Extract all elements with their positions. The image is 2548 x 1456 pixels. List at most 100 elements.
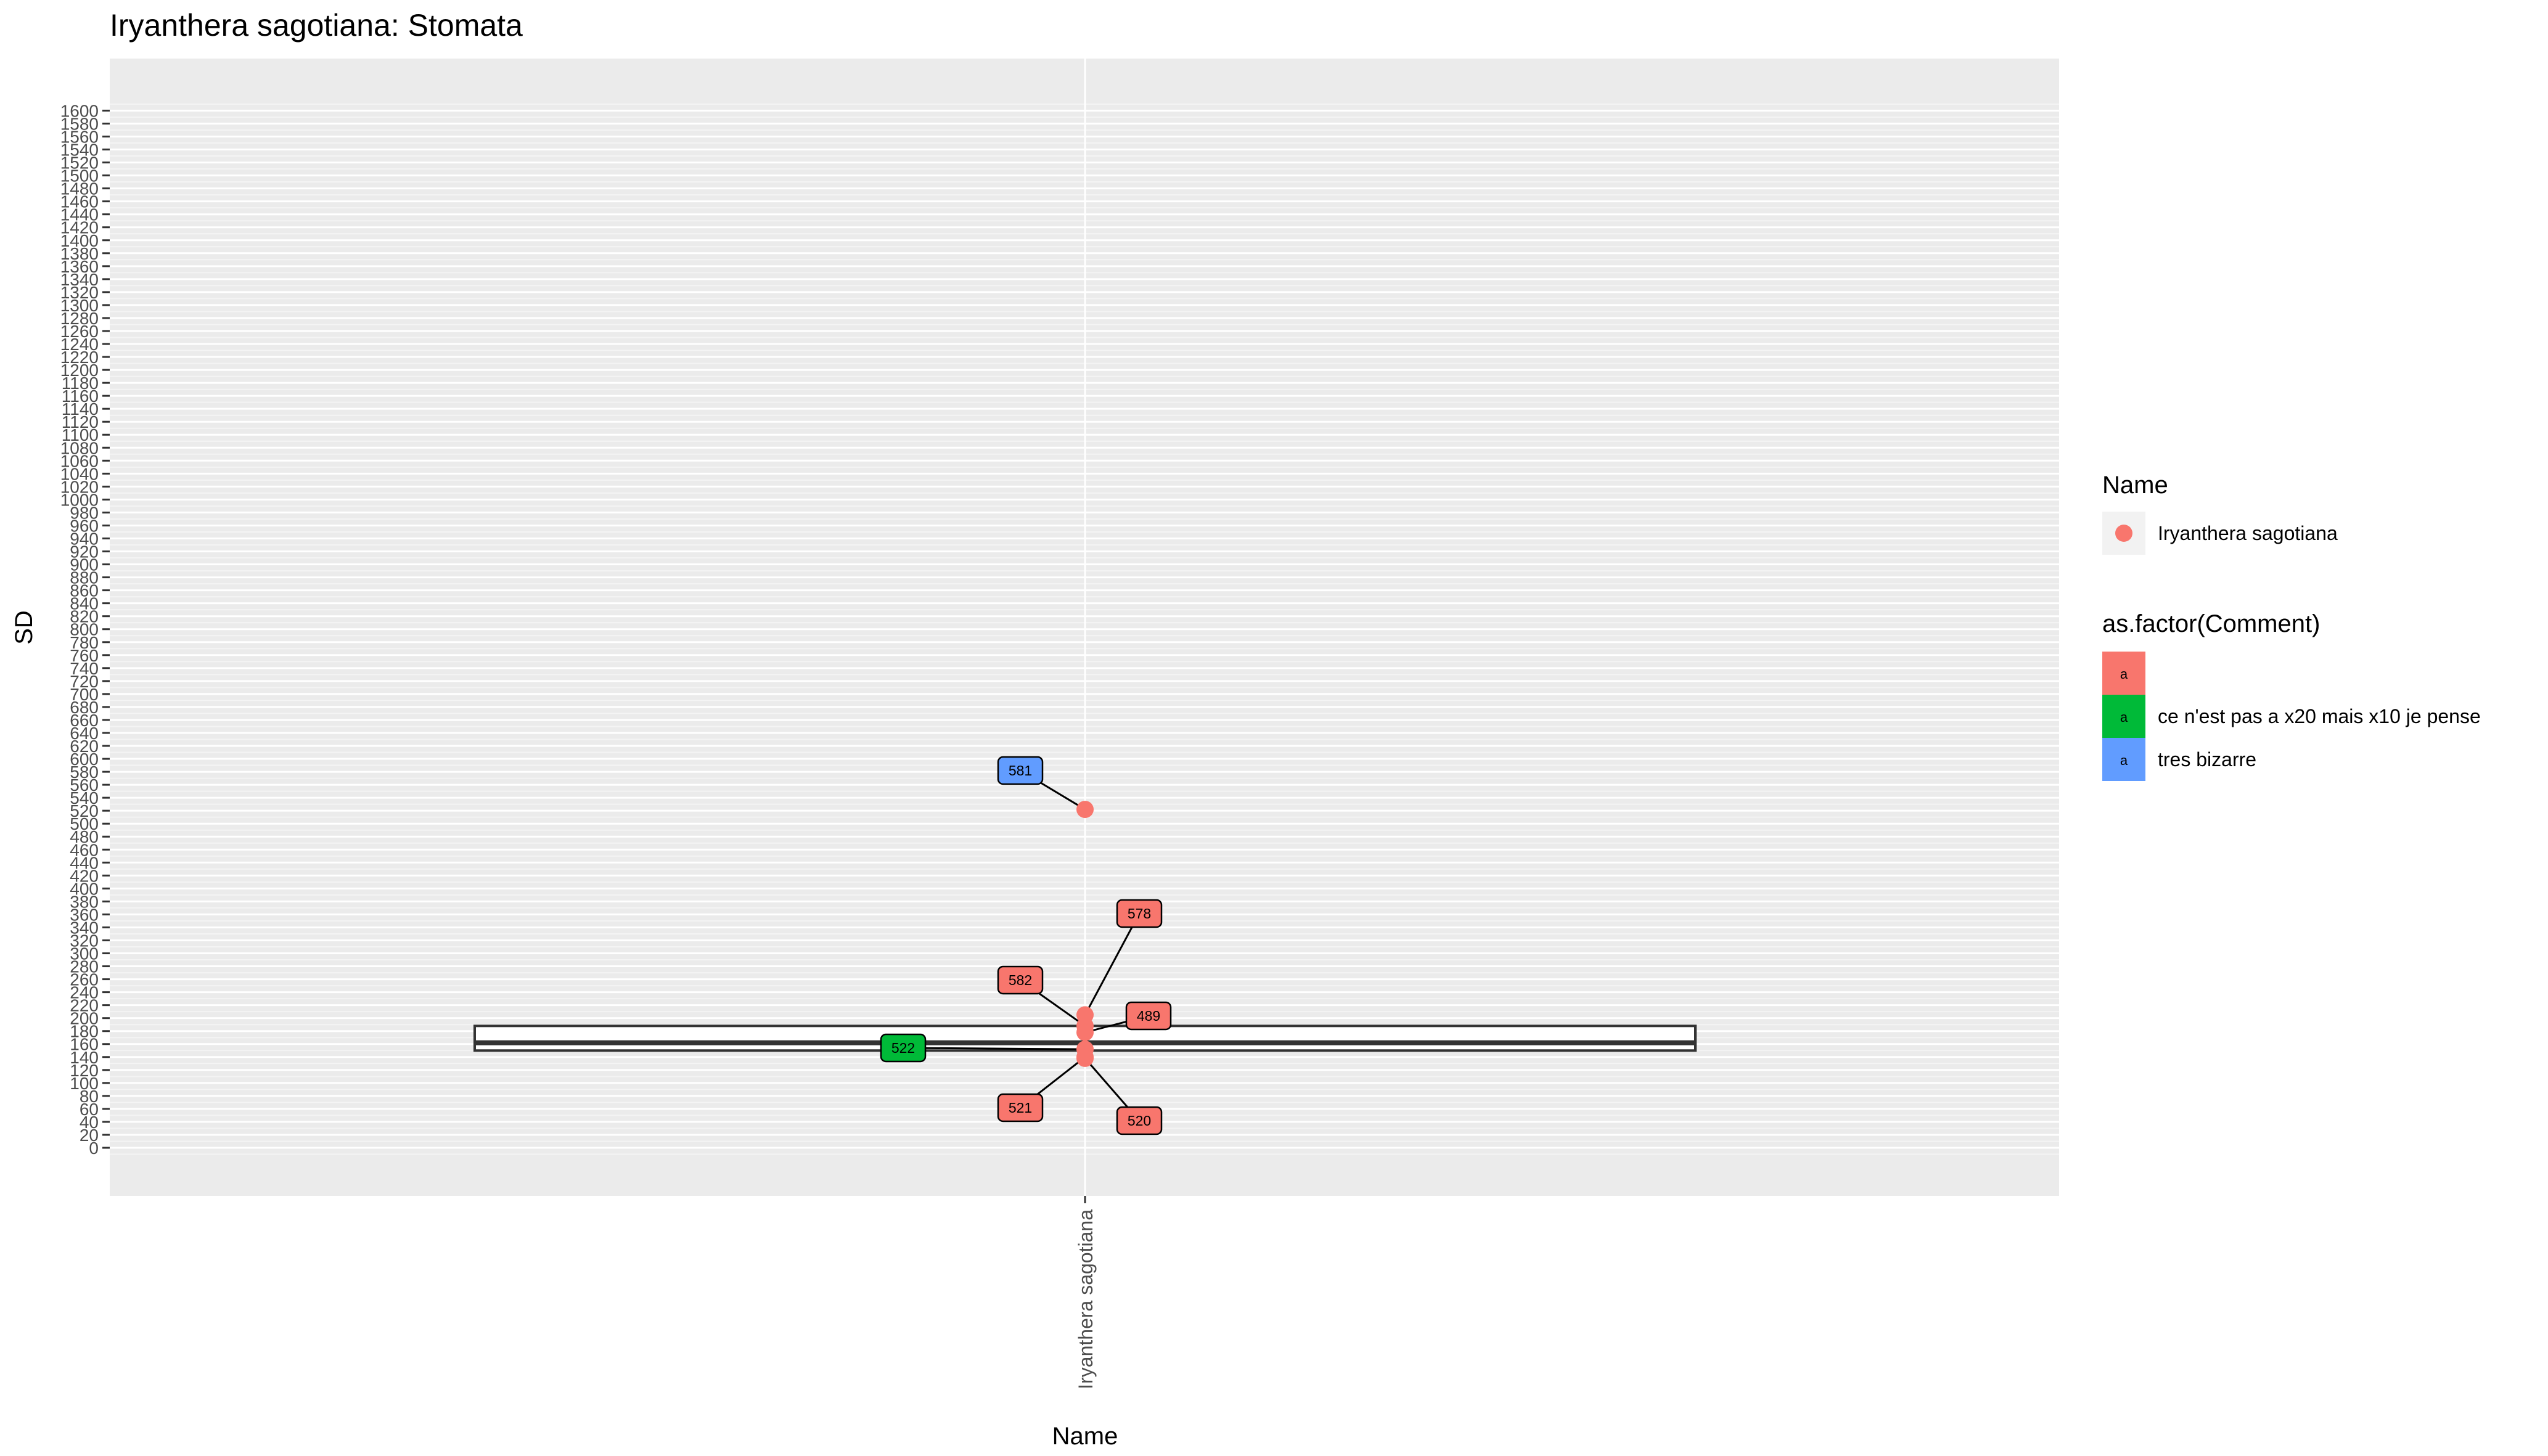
y-tick-label: 1140 — [62, 399, 99, 419]
point-label-box — [1116, 899, 1163, 928]
y-tick-label: 1080 — [60, 438, 99, 457]
legend-key-label — [2102, 652, 2145, 695]
y-tick-label: 1180 — [62, 374, 99, 393]
y-tick-label: 1240 — [60, 335, 99, 354]
y-axis: 0204060801001201401601802002202402602803… — [60, 101, 110, 1158]
y-tick-label: 1580 — [60, 114, 99, 133]
legend-entry-label: tres bizarre — [2158, 748, 2256, 771]
y-tick-label: 1000 — [60, 490, 99, 509]
point-label: 522 — [891, 1040, 915, 1056]
legend-title-comment: as.factor(Comment) — [2102, 610, 2320, 637]
y-tick-label: 1400 — [60, 231, 99, 250]
y-tick-label: 320 — [70, 931, 99, 950]
y-tick-label: 460 — [70, 840, 99, 859]
y-tick-label: 1520 — [60, 153, 99, 173]
y-tick-label: 1480 — [60, 179, 99, 198]
y-tick-label: 80 — [80, 1087, 99, 1106]
point-labels: 581 578 582 489 522 521 520 — [880, 756, 1172, 1135]
y-tick-label: 820 — [70, 607, 99, 626]
y-tick-label: 1100 — [62, 425, 99, 444]
data-point — [1076, 1023, 1094, 1041]
y-tick-label: 600 — [70, 750, 99, 769]
point-label-box — [1125, 1001, 1172, 1031]
y-tick-label: 20 — [80, 1126, 99, 1145]
legend: Name Iryanthera sagotiana as.factor(Commen… — [2102, 472, 2481, 781]
point-label-box — [880, 1033, 927, 1063]
y-tick-label: 800 — [70, 620, 99, 639]
point-label-box — [997, 1093, 1044, 1123]
y-tick-label: 440 — [70, 853, 99, 872]
x-tick-label: Iryanthera sagotiana — [1075, 1209, 1097, 1389]
y-tick-label: 760 — [70, 646, 99, 665]
point-label-box — [1116, 1106, 1163, 1135]
y-tick-label: 1060 — [60, 451, 99, 470]
point-label: 582 — [1009, 972, 1032, 988]
y-tick-label: 260 — [70, 970, 99, 989]
y-tick-label: 780 — [70, 633, 99, 652]
y-tick-label: 280 — [70, 957, 99, 976]
y-tick-label: 720 — [70, 672, 99, 691]
y-tick-label: 120 — [70, 1061, 99, 1080]
y-tick-label: 660 — [70, 711, 99, 730]
y-tick-label: 1120 — [62, 412, 99, 431]
y-tick-label: 1220 — [60, 348, 99, 367]
y-tick-label: 920 — [70, 542, 99, 562]
point-label-box — [997, 965, 1044, 995]
y-tick-label: 180 — [70, 1022, 99, 1041]
legend-entry-label: ce n'est pas a x20 mais x10 je pense — [2158, 705, 2481, 727]
y-tick-label: 740 — [70, 659, 99, 678]
y-tick-label: 1340 — [60, 270, 99, 289]
y-tick-label: 580 — [70, 763, 99, 782]
data-point — [1076, 1049, 1094, 1067]
y-tick-label: 380 — [70, 892, 99, 911]
y-tick-label: 1500 — [60, 166, 99, 186]
y-tick-label: 140 — [70, 1048, 99, 1067]
legend-key-label — [2102, 738, 2145, 781]
y-tick-label: 1200 — [60, 361, 99, 380]
legend-key-label — [2102, 695, 2145, 738]
y-tick-label: 0 — [89, 1139, 99, 1158]
legend-key-point — [2115, 525, 2132, 542]
y-tick-label: 520 — [70, 801, 99, 820]
legend-key-letter: a — [2120, 710, 2128, 725]
y-tick-label: 1560 — [60, 128, 99, 147]
y-tick-label: 1280 — [60, 309, 99, 328]
legend-key-letter: a — [2120, 753, 2128, 768]
y-tick-label: 640 — [70, 724, 99, 743]
legend-key-letter: a — [2120, 666, 2128, 682]
y-tick-label: 480 — [70, 827, 99, 846]
point-label: 521 — [1009, 1100, 1032, 1116]
y-tick-label: 500 — [70, 814, 99, 833]
y-tick-label: 1380 — [60, 244, 99, 263]
y-tick-label: 620 — [70, 737, 99, 756]
y-tick-label: 1600 — [60, 101, 99, 120]
y-tick-label: 100 — [70, 1074, 99, 1093]
y-tick-label: 940 — [70, 529, 99, 548]
y-axis-title: SD — [10, 610, 38, 645]
chart-title: Iryanthera sagotiana: Stomata — [110, 8, 523, 43]
point-label: 520 — [1128, 1113, 1151, 1129]
point-label: 578 — [1128, 906, 1151, 922]
y-tick-label: 1440 — [60, 205, 99, 224]
legend-entry-label: Iryanthera sagotiana — [2158, 522, 2338, 544]
y-tick-label: 840 — [70, 594, 99, 613]
label-connector — [903, 1047, 1086, 1050]
y-tick-label: 1540 — [60, 141, 99, 160]
y-tick-label: 700 — [70, 685, 99, 704]
point-label: 489 — [1137, 1008, 1160, 1024]
point-label-box — [997, 756, 1044, 785]
y-tick-label: 880 — [70, 568, 99, 587]
y-tick-label: 60 — [80, 1100, 99, 1119]
y-tick-label: 420 — [70, 866, 99, 885]
y-tick-label: 1420 — [60, 218, 99, 237]
y-tick-label: 540 — [70, 788, 99, 808]
point-label: 581 — [1009, 763, 1032, 779]
y-tick-label: 960 — [70, 516, 99, 535]
y-tick-label: 680 — [70, 698, 99, 717]
y-tick-label: 340 — [70, 918, 99, 937]
x-axis-title: Name — [1052, 1423, 1118, 1450]
y-tick-label: 900 — [70, 555, 99, 575]
label-connector — [1084, 913, 1141, 1016]
y-tick-label: 220 — [70, 996, 99, 1015]
